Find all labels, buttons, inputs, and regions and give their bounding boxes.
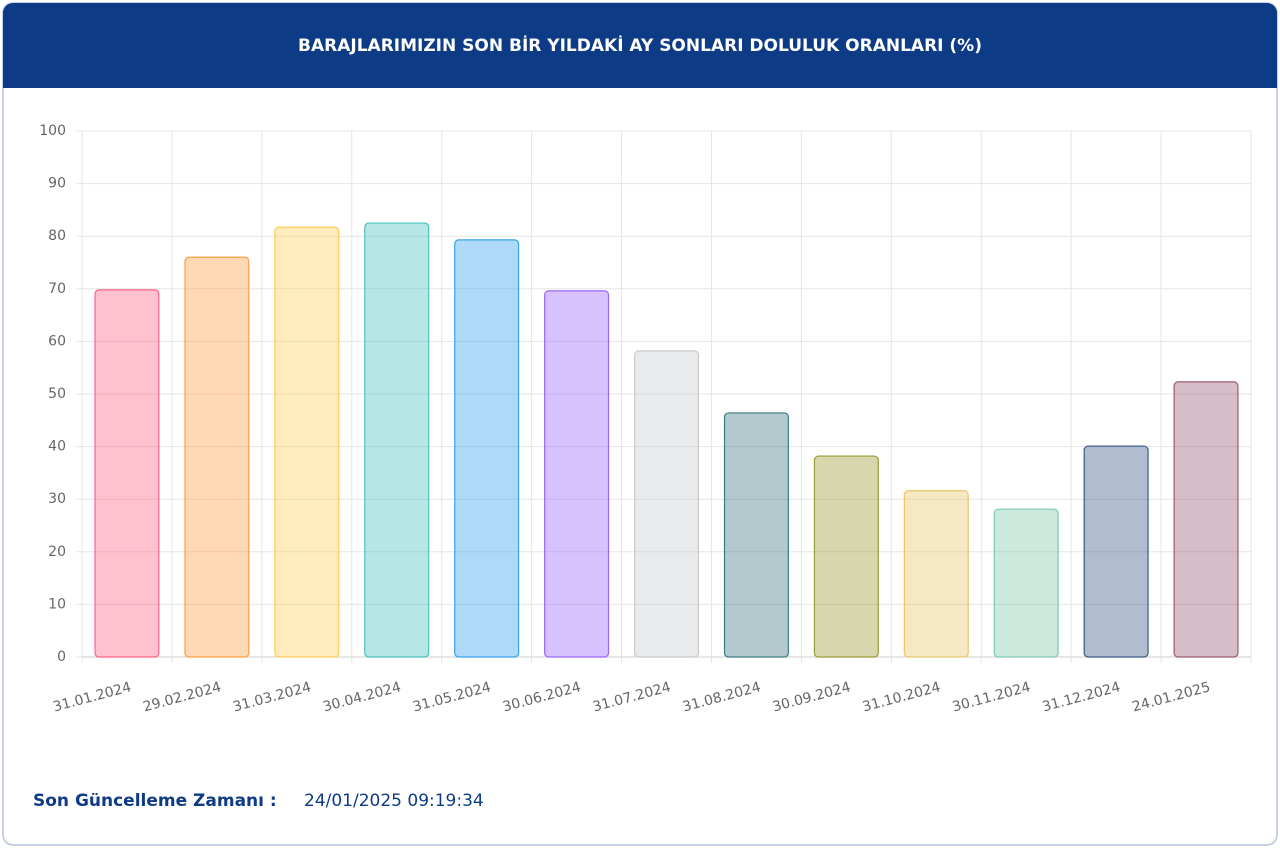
y-tick-label: 0 bbox=[57, 649, 66, 665]
y-tick-label: 50 bbox=[48, 386, 66, 402]
y-tick-label: 70 bbox=[48, 281, 66, 297]
bar bbox=[993, 508, 1059, 658]
y-tick-label: 60 bbox=[48, 333, 66, 349]
bar bbox=[1083, 445, 1149, 658]
bar bbox=[94, 289, 160, 658]
bar bbox=[813, 455, 879, 658]
y-tick-label: 100 bbox=[39, 123, 66, 139]
y-tick-label: 10 bbox=[48, 596, 66, 612]
bar bbox=[364, 222, 430, 658]
y-tick-label: 20 bbox=[48, 544, 66, 560]
bar bbox=[903, 490, 969, 658]
bar bbox=[1173, 381, 1239, 658]
bar bbox=[544, 290, 610, 658]
bar bbox=[454, 239, 520, 658]
chart-title: BARAJLARIMIZIN SON BİR YILDAKİ AY SONLAR… bbox=[298, 34, 982, 56]
y-tick-label: 30 bbox=[48, 491, 66, 507]
y-tick-label: 90 bbox=[48, 176, 66, 192]
bar bbox=[723, 412, 789, 658]
y-tick-label: 40 bbox=[48, 439, 66, 455]
y-tick-label: 80 bbox=[48, 228, 66, 244]
bar bbox=[633, 350, 700, 658]
header bbox=[3, 3, 1277, 88]
bar bbox=[184, 256, 250, 658]
footer-label: Son Güncelleme Zamanı : bbox=[33, 791, 277, 811]
footer-value: 24/01/2025 09:19:34 bbox=[304, 791, 484, 811]
bar bbox=[274, 226, 340, 658]
